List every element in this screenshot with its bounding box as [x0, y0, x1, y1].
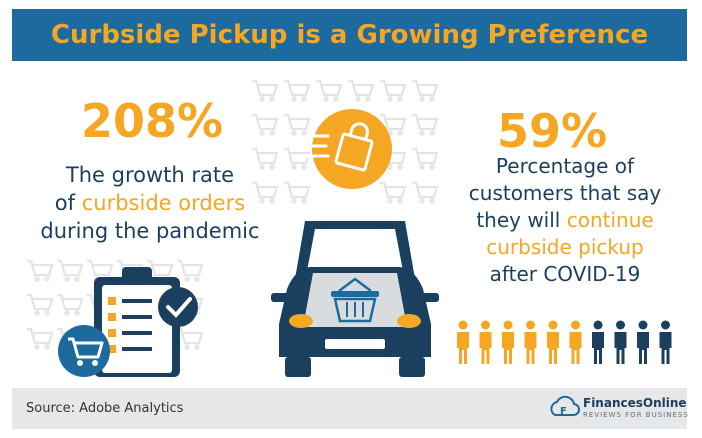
person-icon [637, 320, 649, 364]
person-icon [569, 320, 582, 364]
growth-rate-description: The growth rate of curbside orders durin… [20, 161, 280, 245]
customer-line-1: Percentage of [495, 154, 635, 178]
car-icon [271, 221, 439, 377]
customer-line-5: after COVID-19 [489, 262, 641, 286]
customer-line-3-prefix: they will [476, 208, 567, 232]
person-icon [479, 320, 492, 364]
footer: Source: Adobe Analytics F FinancesOnline… [12, 388, 688, 429]
financesonline-logo-icon: F [550, 395, 580, 417]
growth-rate-highlight: curbside orders [81, 191, 246, 215]
brand-name: FinancesOnline [583, 396, 687, 410]
customer-percentage-value: 59% [496, 104, 608, 158]
shopping-bag-icon [298, 109, 392, 189]
customer-line-3: they will continue [444, 207, 686, 234]
shopping-cart-icon [58, 325, 110, 377]
basket-icon [331, 277, 379, 323]
customer-line-2: customers that say [468, 181, 662, 205]
source-credit: Source: Adobe Analytics [26, 401, 184, 416]
page-title: Curbside Pickup is a Growing Preference [50, 20, 649, 50]
person-icon [524, 320, 537, 364]
customer-percentage-description: Percentage of customers that say they wi… [444, 153, 686, 288]
customer-highlight-curbside: curbside pickup [486, 235, 644, 259]
growth-rate-line-1: The growth rate [65, 163, 235, 187]
infographic-card: Curbside Pickup is a Growing Preference … [12, 9, 688, 429]
brand-logo[interactable]: F FinancesOnline REVIEWS FOR BUSINESS [547, 395, 688, 423]
people-chart [457, 320, 672, 364]
growth-rate-line-2: of curbside orders [20, 189, 280, 217]
growth-rate-line-3: during the pandemic [40, 219, 260, 243]
person-icon [547, 320, 559, 364]
checkmark-icon [158, 287, 198, 327]
customer-highlight-continue: continue [566, 208, 654, 232]
svg-text:F: F [560, 406, 567, 417]
brand-tagline: REVIEWS FOR BUSINESS [583, 411, 689, 419]
person-icon [614, 320, 627, 364]
person-icon [457, 320, 469, 364]
title-bar: Curbside Pickup is a Growing Preference [12, 9, 687, 61]
person-icon [592, 320, 604, 364]
person-icon [502, 320, 514, 364]
checklist-icon [58, 267, 198, 377]
growth-rate-value: 208% [80, 94, 224, 148]
person-icon [659, 320, 672, 364]
growth-rate-line-2-prefix: of [54, 191, 82, 215]
